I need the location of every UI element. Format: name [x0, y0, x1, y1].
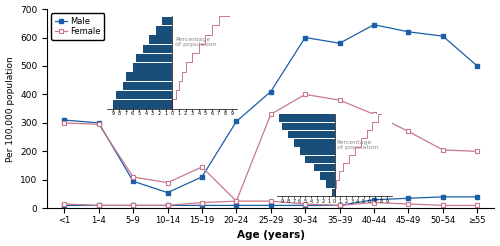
Legend: Male, Female: Male, Female — [52, 13, 104, 40]
Y-axis label: Per 100,000 population: Per 100,000 population — [6, 56, 15, 162]
X-axis label: Age (years): Age (years) — [237, 231, 305, 240]
